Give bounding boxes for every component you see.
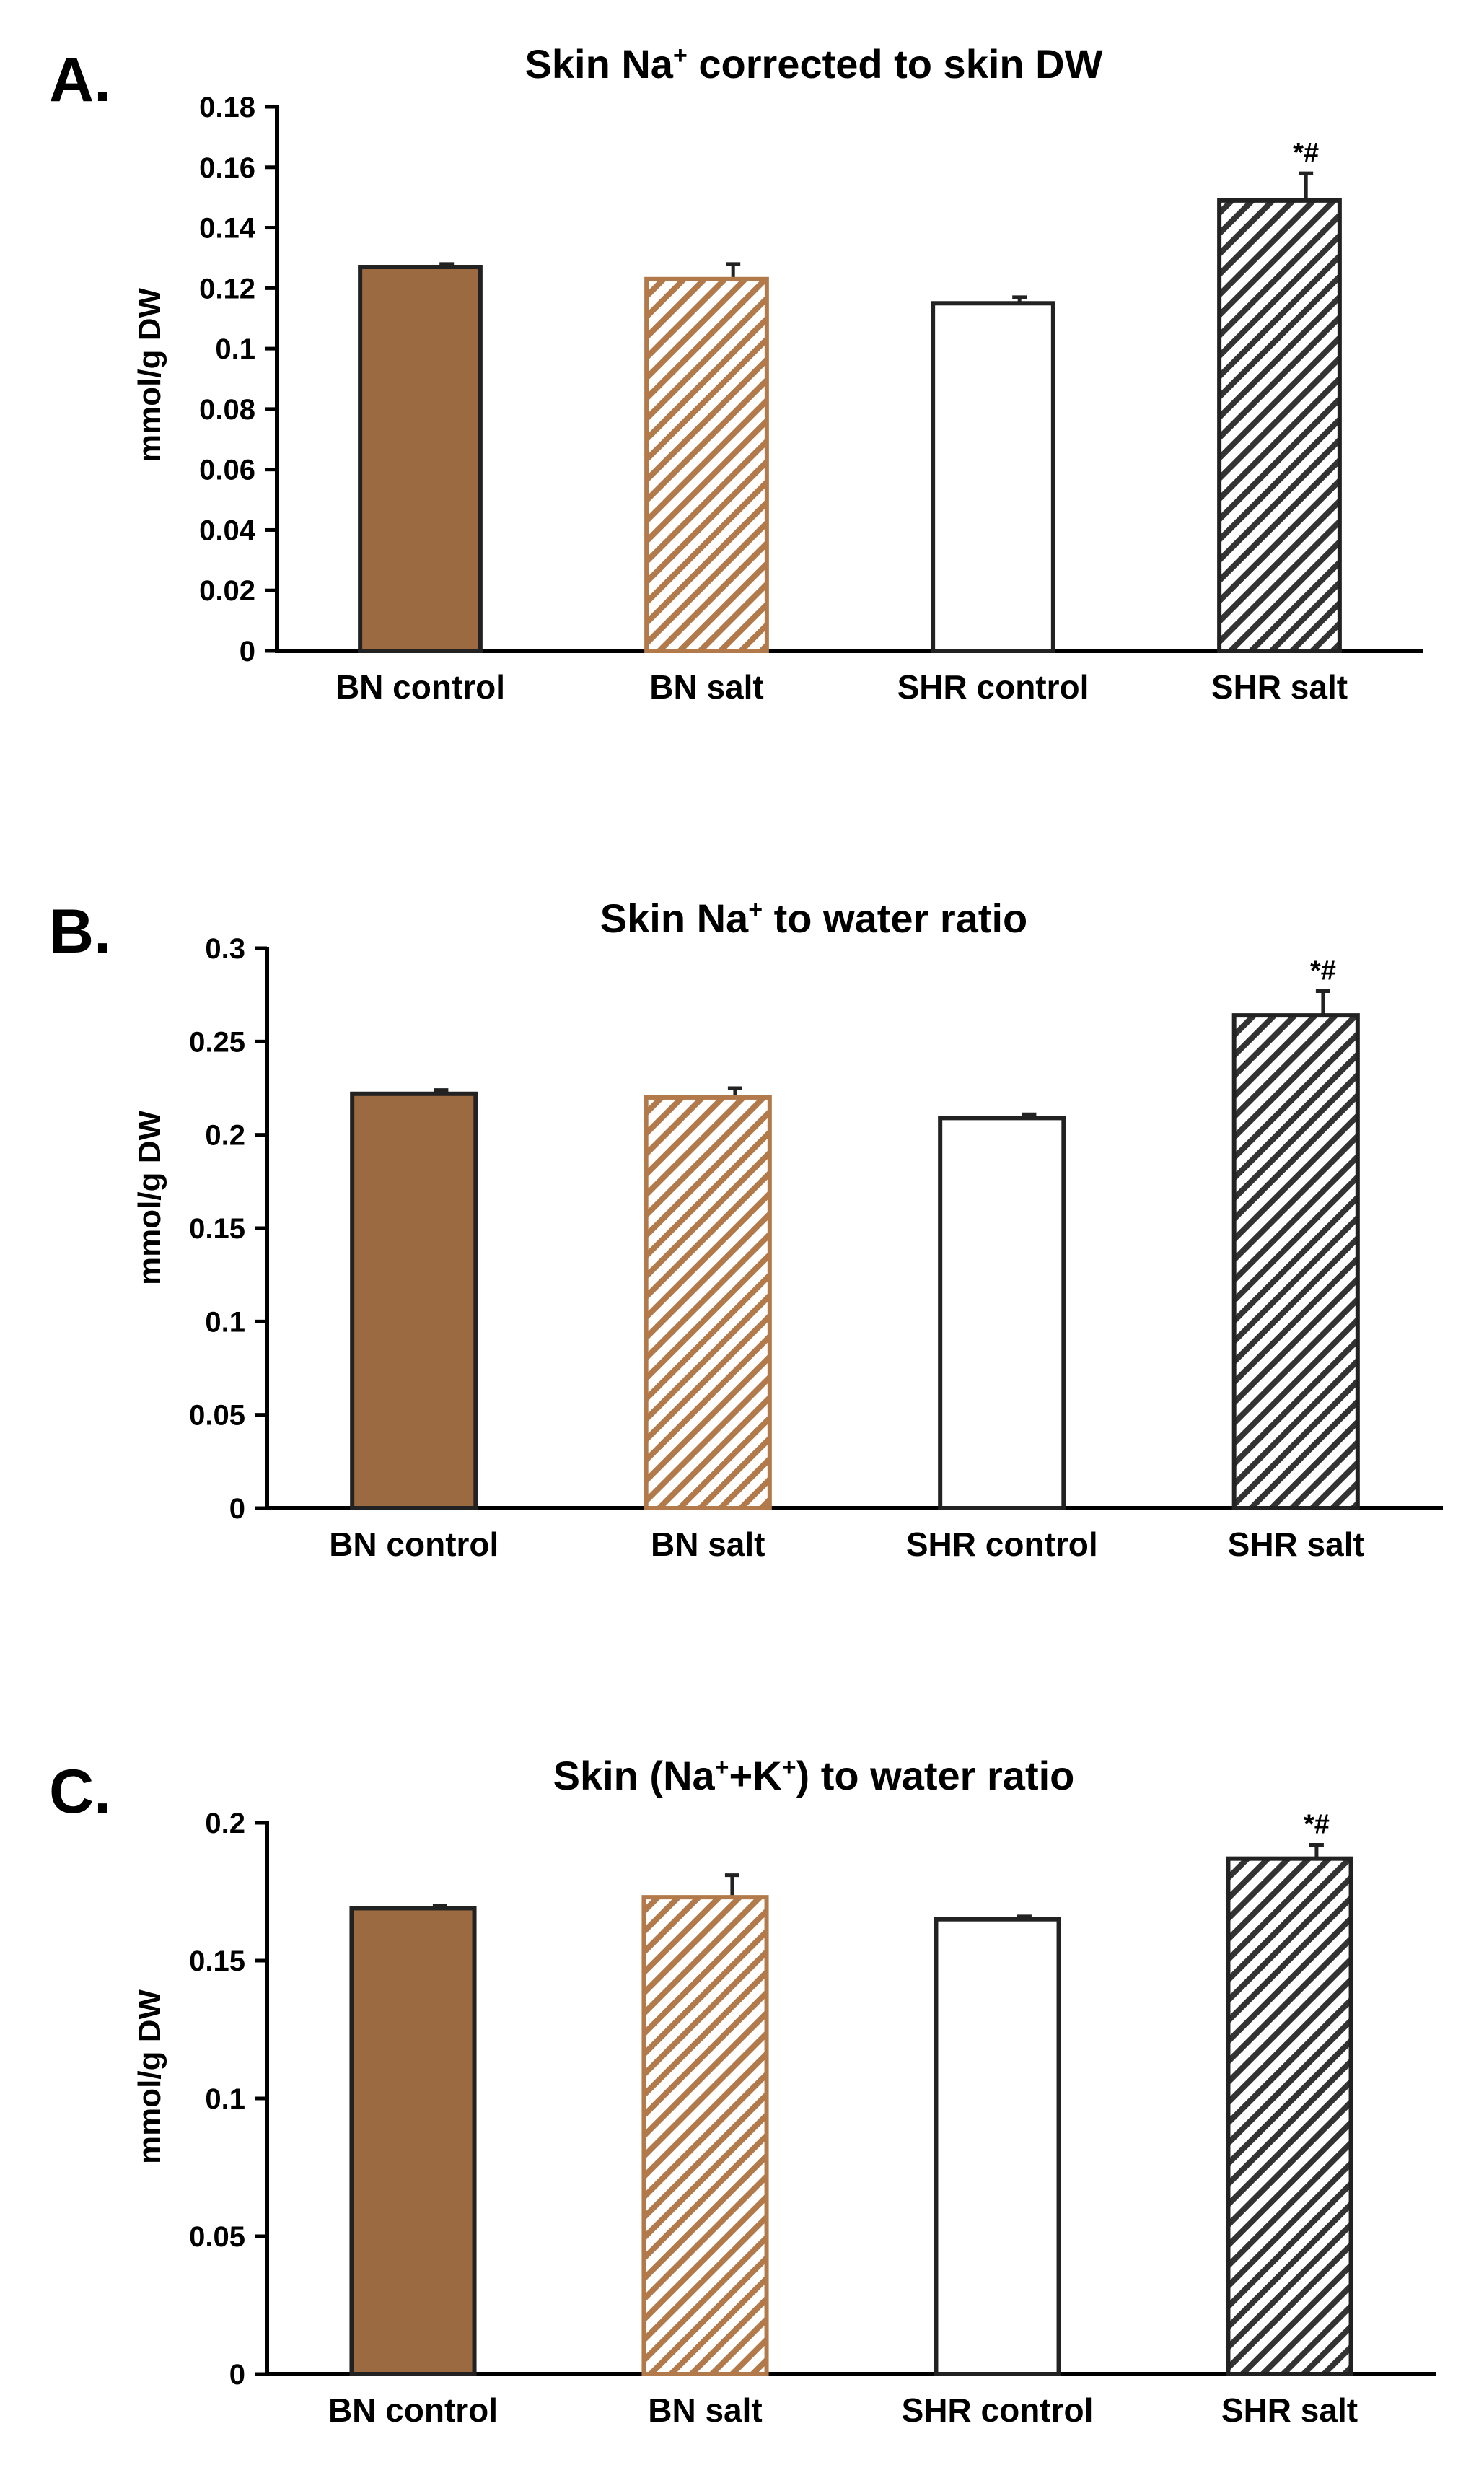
bar	[641, 1895, 769, 2376]
y-tick-label: 0	[229, 2359, 245, 2391]
y-tick-label: 0.1	[205, 2083, 245, 2115]
bar	[350, 1091, 478, 1510]
x-tick-label: BN control	[328, 2391, 498, 2429]
x-tick-label: BN salt	[651, 1525, 765, 1563]
x-tick-label: SHR control	[906, 1525, 1098, 1563]
y-axis-label: mmol/g DW	[132, 1989, 167, 2164]
y-axis-label: mmol/g DW	[132, 288, 167, 463]
y-tick-label: 0.05	[189, 1400, 245, 1432]
bar	[1231, 1013, 1360, 1510]
bar	[938, 1116, 1066, 1511]
bar	[934, 1917, 1061, 2376]
bar	[931, 301, 1055, 653]
x-tick-label: BN salt	[649, 668, 763, 706]
x-tick-label: BN control	[329, 1525, 499, 1563]
chart-title: Skin Na+ to water ratio	[600, 896, 1027, 941]
y-tick-label: 0.12	[199, 273, 255, 305]
y-tick-label: 0.06	[199, 455, 255, 486]
x-tick-label: SHR control	[897, 668, 1089, 706]
significance-label: *#	[1293, 138, 1319, 168]
y-tick-label: 0.2	[205, 1120, 245, 1152]
y-tick-label: 0.04	[199, 515, 256, 546]
y-tick-label: 0.02	[199, 575, 255, 607]
significance-label: *#	[1304, 1810, 1330, 1840]
bar	[358, 265, 483, 653]
y-tick-label: 0	[240, 636, 255, 667]
panel-label: C.	[49, 1757, 111, 1826]
x-tick-label: BN control	[335, 668, 505, 706]
panel-label: A.	[49, 45, 111, 115]
chart-panel-a: A. Skin Na+ corrected to skin DW mmol/g …	[49, 41, 1423, 706]
bar	[644, 1095, 772, 1510]
y-tick-label: 0.15	[189, 1945, 245, 1977]
y-tick-label: 0	[229, 1493, 245, 1525]
y-tick-label: 0.1	[205, 1306, 245, 1338]
y-tick-label: 0.2	[205, 1808, 245, 1839]
x-tick-label: SHR salt	[1228, 1525, 1364, 1563]
bar	[349, 1906, 477, 2376]
y-tick-label: 0.05	[189, 2221, 245, 2253]
chart-title: Skin Na+ corrected to skin DW	[525, 41, 1103, 87]
y-tick-label: 0.25	[189, 1026, 245, 1058]
x-tick-label: BN salt	[648, 2391, 762, 2429]
x-tick-label: SHR salt	[1211, 668, 1348, 706]
bar	[1217, 198, 1342, 654]
y-tick-label: 0.16	[199, 152, 255, 184]
bar	[1226, 1856, 1353, 2376]
y-tick-label: 0.18	[199, 92, 255, 123]
y-tick-label: 0.3	[205, 933, 245, 965]
y-axis-label: mmol/g DW	[132, 1111, 167, 1285]
y-tick-label: 0.15	[189, 1213, 245, 1245]
panel-label: B.	[49, 897, 111, 966]
x-tick-label: SHR salt	[1221, 2391, 1358, 2429]
bar	[644, 276, 769, 653]
significance-label: *#	[1310, 955, 1336, 986]
y-tick-label: 0.14	[199, 213, 256, 245]
y-tick-label: 0.08	[199, 394, 255, 426]
x-tick-label: SHR control	[902, 2391, 1094, 2429]
chart-title: Skin (Na++K+) to water ratio	[553, 1753, 1075, 1798]
chart-panel-b: B. Skin Na+ to water ratio mmol/g DW 0 0.…	[49, 896, 1443, 1563]
chart-panel-c: C. Skin (Na++K+) to water ratio mmol/g D…	[49, 1753, 1436, 2429]
y-tick-label: 0.1	[215, 333, 255, 365]
